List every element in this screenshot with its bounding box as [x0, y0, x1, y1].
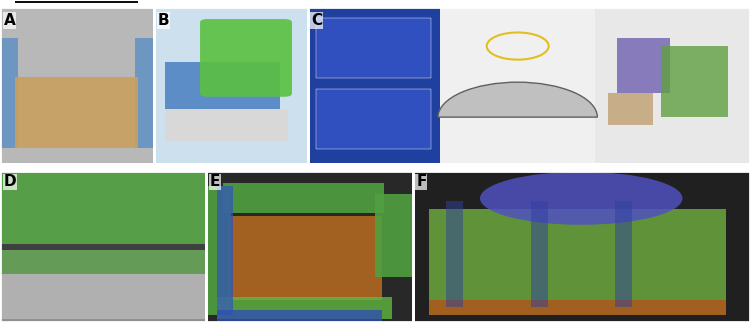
Bar	[617, 38, 670, 93]
Text: E: E	[210, 174, 220, 190]
Bar	[0, 244, 206, 250]
Bar	[227, 216, 382, 300]
Bar	[0, 171, 206, 322]
Text: A: A	[4, 13, 16, 28]
Bar	[206, 171, 413, 322]
Bar	[0, 171, 206, 322]
Bar	[308, 7, 750, 164]
Bar	[0, 7, 154, 164]
Bar	[15, 1, 138, 3]
Bar	[308, 7, 750, 164]
Bar	[0, 274, 206, 319]
Bar	[223, 183, 384, 214]
Bar	[376, 194, 413, 277]
Bar	[0, 163, 750, 166]
Text: F: F	[416, 174, 427, 190]
Bar	[206, 171, 413, 322]
Bar	[662, 46, 728, 117]
Bar	[446, 201, 463, 307]
Bar	[15, 77, 138, 148]
Bar	[608, 93, 652, 125]
Bar	[429, 209, 726, 300]
Bar	[316, 89, 431, 149]
Bar	[440, 7, 596, 164]
Text: D: D	[4, 174, 16, 190]
Bar	[429, 209, 726, 315]
Bar	[308, 7, 440, 164]
Wedge shape	[438, 82, 597, 117]
Bar	[531, 201, 548, 307]
Bar	[217, 297, 392, 319]
Bar	[316, 18, 431, 78]
Bar	[154, 7, 308, 164]
Bar	[596, 7, 750, 164]
Ellipse shape	[480, 172, 682, 225]
Bar	[135, 38, 154, 148]
Bar	[154, 7, 308, 164]
Bar	[0, 7, 154, 164]
Bar	[0, 171, 206, 247]
Bar	[0, 244, 206, 277]
Bar	[413, 171, 750, 322]
Bar	[206, 186, 231, 315]
Bar	[217, 186, 233, 315]
Bar	[164, 62, 280, 117]
Bar	[217, 310, 382, 322]
Bar	[0, 38, 19, 148]
FancyBboxPatch shape	[200, 19, 292, 97]
Text: C: C	[311, 13, 322, 28]
Bar	[413, 171, 750, 322]
Bar	[164, 109, 287, 141]
Bar	[615, 201, 632, 307]
Text: B: B	[158, 13, 170, 28]
